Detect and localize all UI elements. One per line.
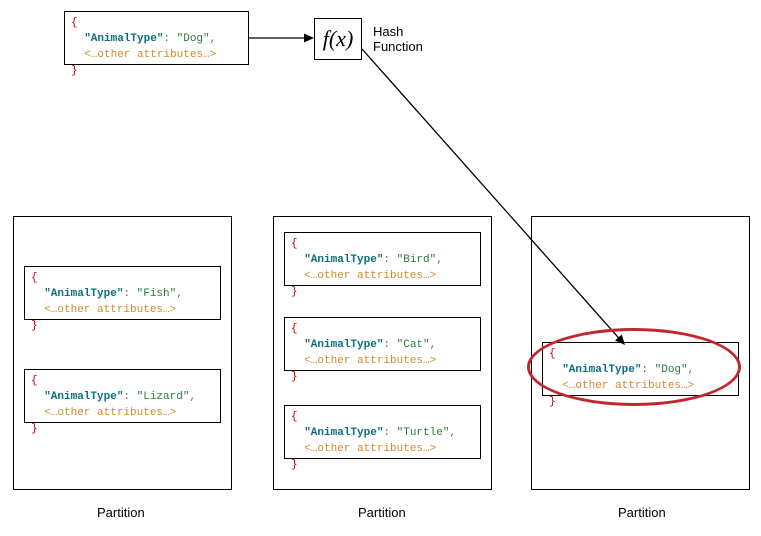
json-comma: ,	[210, 33, 217, 45]
json-brace: }	[31, 423, 38, 435]
json-other-attrs: <…other attributes…>	[84, 49, 216, 61]
json-comma: ,	[449, 427, 456, 439]
json-key: "AnimalType"	[84, 33, 163, 45]
json-brace: {	[549, 348, 556, 360]
json-brace: }	[291, 371, 298, 383]
json-brace: {	[291, 323, 298, 335]
partition-document: { "AnimalType": "Cat", <…other attribute…	[284, 317, 481, 371]
input-document: { "AnimalType": "Dog", <…other attribute…	[64, 11, 249, 65]
partition-document: { "AnimalType": "Turtle", <…other attrib…	[284, 405, 481, 459]
json-key: "AnimalType"	[304, 427, 383, 439]
json-colon: :	[383, 427, 396, 439]
json-brace: {	[31, 272, 38, 284]
json-brace: {	[71, 17, 78, 29]
json-colon: :	[123, 391, 136, 403]
json-colon: :	[163, 33, 176, 45]
json-brace: }	[549, 396, 556, 408]
json-brace: }	[71, 65, 78, 77]
json-key: "AnimalType"	[562, 364, 641, 376]
json-brace: }	[291, 286, 298, 298]
json-brace: }	[31, 320, 38, 332]
json-value: "Fish"	[137, 288, 177, 300]
partition-document: { "AnimalType": "Fish", <…other attribut…	[24, 266, 221, 320]
json-colon: :	[383, 339, 396, 351]
json-other-attrs: <…other attributes…>	[304, 270, 436, 282]
json-colon: :	[383, 254, 396, 266]
json-comma: ,	[436, 254, 443, 266]
partition-document: { "AnimalType": "Lizard", <…other attrib…	[24, 369, 221, 423]
json-other-attrs: <…other attributes…>	[44, 407, 176, 419]
json-other-attrs: <…other attributes…>	[44, 304, 176, 316]
json-value: "Cat"	[397, 339, 430, 351]
json-brace: {	[31, 375, 38, 387]
json-brace: {	[291, 411, 298, 423]
json-key: "AnimalType"	[304, 339, 383, 351]
json-brace: }	[291, 459, 298, 471]
json-colon: :	[641, 364, 654, 376]
json-value: "Dog"	[655, 364, 688, 376]
hash-function-box: f(x)	[314, 18, 362, 60]
partition-label: Partition	[618, 505, 666, 520]
json-other-attrs: <…other attributes…>	[304, 355, 436, 367]
json-brace: {	[291, 238, 298, 250]
hash-function-label: HashFunction	[373, 24, 423, 54]
json-comma: ,	[688, 364, 695, 376]
json-value: "Turtle"	[397, 427, 450, 439]
json-key: "AnimalType"	[304, 254, 383, 266]
json-key: "AnimalType"	[44, 288, 123, 300]
partition-box	[13, 216, 232, 490]
partition-document: { "AnimalType": "Dog", <…other attribute…	[542, 342, 739, 396]
partition-document: { "AnimalType": "Bird", <…other attribut…	[284, 232, 481, 286]
json-key: "AnimalType"	[44, 391, 123, 403]
partition-label: Partition	[97, 505, 145, 520]
json-value: "Lizard"	[137, 391, 190, 403]
json-other-attrs: <…other attributes…>	[562, 380, 694, 392]
json-value: "Bird"	[397, 254, 437, 266]
json-other-attrs: <…other attributes…>	[304, 443, 436, 455]
json-comma: ,	[189, 391, 196, 403]
json-colon: :	[123, 288, 136, 300]
json-value: "Dog"	[177, 33, 210, 45]
json-comma: ,	[176, 288, 183, 300]
json-comma: ,	[430, 339, 437, 351]
partition-label: Partition	[358, 505, 406, 520]
